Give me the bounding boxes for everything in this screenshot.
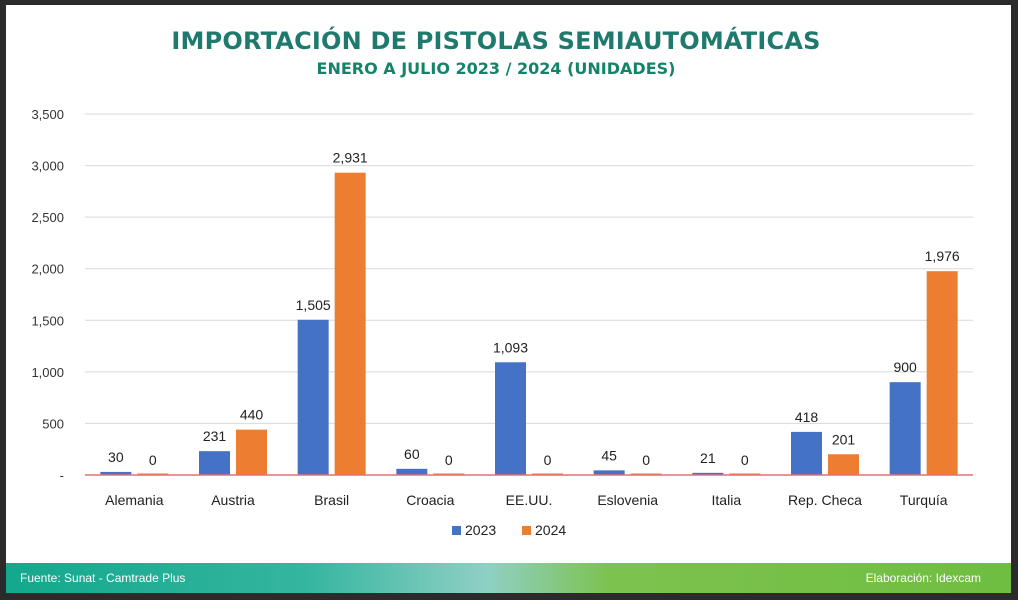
x-tick-label: Brasil — [314, 492, 349, 508]
data-label: 0 — [642, 452, 650, 468]
x-tick-label: Austria — [211, 492, 255, 508]
data-label: 0 — [445, 452, 453, 468]
data-label: 201 — [832, 431, 856, 447]
chart-frame: IMPORTACIÓN DE PISTOLAS SEMIAUTOMÁTICAS … — [6, 5, 1011, 593]
bar-chart: - 500 1,000 1,500 2,000 2,500 3,000 3,500 30 0 Ale… — [31, 107, 973, 538]
legend-swatch — [452, 526, 461, 535]
legend-label: 2024 — [535, 522, 566, 538]
data-label: 900 — [893, 359, 917, 375]
y-tick-label: 1,000 — [31, 365, 64, 380]
footer-credit: Elaboración: Idexcam — [865, 571, 981, 585]
data-label: 440 — [240, 407, 264, 423]
y-tick-label: 3,000 — [31, 159, 64, 174]
chart-title: IMPORTACIÓN DE PISTOLAS SEMIAUTOMÁTICAS — [171, 27, 821, 55]
x-tick-label: Alemania — [105, 492, 164, 508]
data-label: 21 — [700, 450, 716, 466]
legend-swatch — [522, 526, 531, 535]
data-label: 0 — [544, 452, 552, 468]
data-label: 60 — [404, 446, 420, 462]
x-tick-label: Turquía — [900, 492, 948, 508]
x-tick-label: Eslovenia — [597, 492, 658, 508]
bar-2023-austria — [199, 451, 230, 475]
x-tick-label: Croacia — [406, 492, 454, 508]
y-tick-label: 500 — [42, 416, 64, 431]
bar-2024-brasil — [334, 172, 366, 475]
chart-subtitle: ENERO A JULIO 2023 / 2024 (UNIDADES) — [316, 59, 676, 78]
x-tick-label: Italia — [712, 492, 742, 508]
bar-2023-turqu-a — [889, 382, 921, 475]
x-tick-label: Rep. Checa — [788, 492, 862, 508]
data-label: 1,093 — [493, 339, 528, 355]
y-tick-label: 3,500 — [31, 107, 64, 122]
footer-bar: Fuente: Sunat - Camtrade Plus Elaboració… — [6, 563, 1011, 593]
bar-2023-ee-uu- — [495, 362, 526, 475]
y-tick-label: 2,500 — [31, 210, 64, 225]
data-label: 1,976 — [925, 248, 960, 264]
footer-source: Fuente: Sunat - Camtrade Plus — [20, 571, 186, 585]
bar-2024-austria — [236, 429, 267, 475]
bar-2023-brasil — [297, 319, 329, 475]
bar-2023-alemania — [100, 471, 132, 475]
bar-2024-rep-checa — [828, 454, 859, 475]
bar-2023-italia — [692, 472, 724, 475]
data-label: 0 — [149, 452, 157, 468]
x-tick-label: EE.UU. — [506, 492, 553, 508]
data-label: 418 — [795, 409, 819, 425]
data-label: 0 — [741, 452, 749, 468]
data-label: 1,505 — [296, 297, 331, 313]
bar-2023-eslovenia — [593, 470, 625, 475]
data-label: 30 — [108, 449, 124, 465]
legend-label: 2023 — [465, 522, 496, 538]
bar-2023-rep-checa — [791, 431, 822, 475]
bar-2023-croacia — [396, 468, 428, 475]
data-label: 2,931 — [333, 150, 368, 166]
y-tick-label: - — [60, 468, 64, 483]
bar-2024-turqu-a — [926, 271, 958, 475]
data-label: 45 — [601, 447, 617, 463]
data-label: 231 — [203, 428, 227, 444]
y-tick-label: 2,000 — [31, 262, 64, 277]
y-tick-label: 1,500 — [31, 313, 64, 328]
